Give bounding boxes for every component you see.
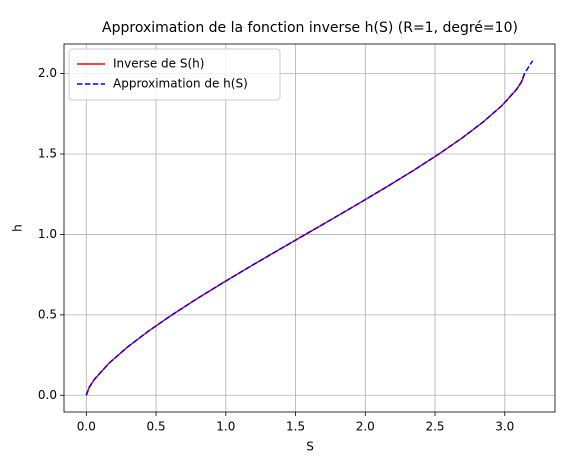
x-tick-label: 0.5 xyxy=(147,420,166,434)
x-tick-label: 2.0 xyxy=(356,420,375,434)
x-tick-label: 2.5 xyxy=(425,420,444,434)
plot-frame xyxy=(63,43,556,413)
x-axis-label: S xyxy=(306,440,314,454)
line-series xyxy=(85,60,534,396)
x-tick-label: 1.0 xyxy=(216,420,235,434)
legend-label: Inverse de S(h) xyxy=(113,57,204,71)
y-axis-label: h xyxy=(11,224,25,232)
legend-box xyxy=(68,48,281,101)
y-tick-label: 2.0 xyxy=(38,66,57,80)
y-tick-label: 0.5 xyxy=(38,307,57,321)
y-tick-label: 0.0 xyxy=(38,388,57,402)
x-tick-label: 3.0 xyxy=(495,420,514,434)
legend-label: Approximation de h(S) xyxy=(113,77,248,91)
y-tick-label: 1.0 xyxy=(38,227,57,241)
x-tick-label: 1.5 xyxy=(286,420,305,434)
y-tick-label: 1.5 xyxy=(38,147,57,161)
chart-title: Approximation de la fonction inverse h(S… xyxy=(102,20,518,36)
x-tick-label: 0.0 xyxy=(77,420,96,434)
